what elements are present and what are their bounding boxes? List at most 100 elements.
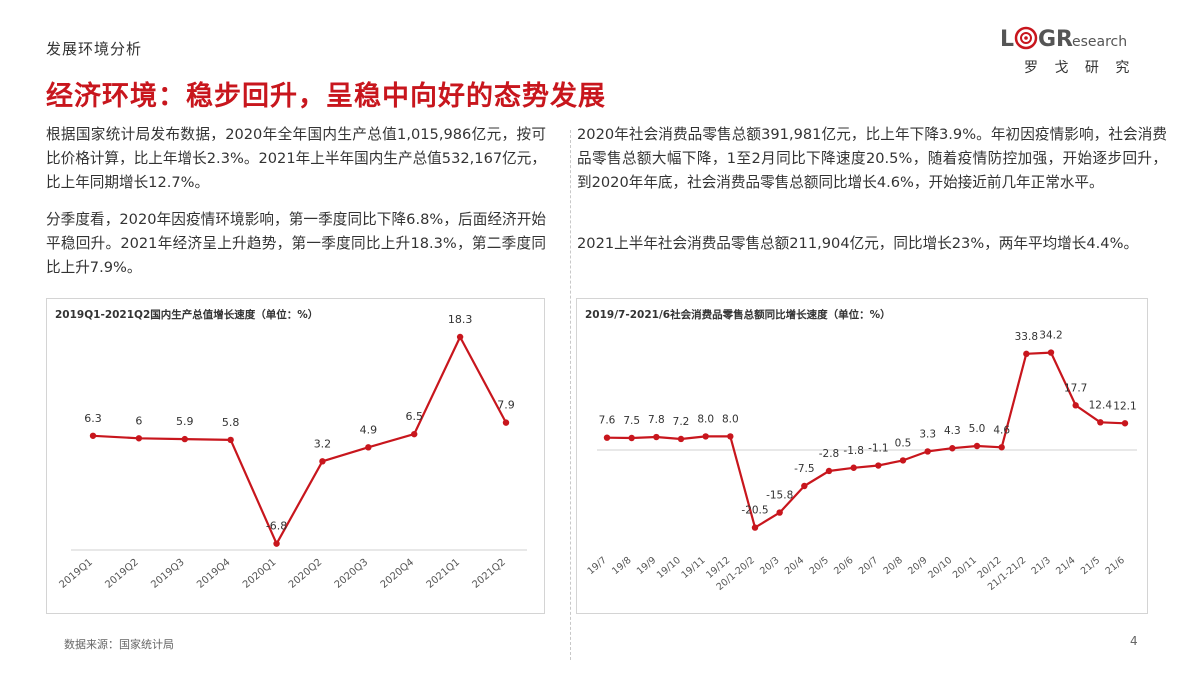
data-label: 5.8 (222, 416, 240, 429)
data-label: -6.8 (266, 520, 287, 533)
data-point (89, 432, 97, 439)
data-point (825, 467, 833, 475)
data-source: 数据来源：国家统计局 (64, 638, 174, 651)
logo-target-icon (1014, 26, 1038, 50)
right-paragraph-1: 2020年社会消费品零售总额391,981亿元，比上年下降3.9%。年初因疫情影… (577, 126, 1167, 191)
x-tick-label: 20/10 (926, 555, 954, 581)
data-label: 3.3 (919, 428, 936, 440)
x-tick-label: 2020Q4 (379, 557, 416, 591)
data-point (776, 509, 783, 516)
x-tick-label: 21/4 (1054, 555, 1077, 577)
x-tick-label: 20/5 (808, 555, 831, 577)
x-tick-label: 2020Q2 (287, 557, 324, 591)
data-label: -7.5 (794, 463, 815, 475)
data-label: 0.5 (895, 437, 912, 449)
data-point (998, 444, 1005, 451)
gdp-chart: 6.3 2019Q1 6 2019Q2 5.9 2019Q3 5.8 2019Q4 -6.8 20… (57, 313, 527, 591)
gdp-chart-title: 2019Q1-2021Q2国内生产总值增长速度（单位：%） (55, 309, 319, 321)
data-point (973, 442, 981, 450)
data-point (603, 434, 611, 441)
x-tick-label: 20/8 (882, 555, 905, 577)
x-tick-label: 2021Q2 (470, 557, 507, 591)
data-point (411, 430, 418, 438)
data-point (949, 445, 956, 452)
series-line (92, 335, 507, 545)
data-label: 7.5 (623, 415, 640, 427)
retail-chart-panel: 2019/7-2021/6社会消费品零售总额同比增长速度（单位：%） 7.6 19… (576, 298, 1148, 614)
data-point (1072, 402, 1079, 409)
section-label: 发展环境分析 (46, 40, 143, 58)
x-tick-label: 21/5 (1079, 555, 1102, 577)
x-tick-label: 2019Q2 (103, 557, 140, 591)
x-tick-label: 2020Q3 (333, 557, 370, 591)
data-point (702, 433, 709, 440)
data-label: 4.3 (944, 425, 961, 437)
data-point (1121, 420, 1129, 427)
retail-chart: 7.619/77.519/87.819/97.219/108.019/118.0… (586, 330, 1137, 593)
data-label: 8.0 (697, 413, 714, 425)
x-tick-label: 20/3 (758, 555, 781, 577)
data-label: 12.1 (1113, 400, 1136, 412)
svg-text:G: G (1038, 27, 1056, 52)
x-tick-label: 2019Q3 (149, 557, 186, 591)
data-label: -15.8 (766, 490, 793, 502)
logo-subtitle: 罗 戈 研 究 (1024, 60, 1135, 76)
data-label: -20.5 (741, 505, 768, 517)
data-label: 4.6 (993, 424, 1010, 436)
data-label: 8.0 (722, 413, 739, 425)
data-point (319, 458, 326, 465)
data-label: 3.2 (314, 437, 332, 450)
data-label: 4.9 (360, 423, 378, 436)
x-tick-label: 19/7 (586, 555, 609, 577)
data-point (1097, 419, 1104, 426)
data-label: 12.4 (1089, 399, 1113, 411)
right-paragraph-2: 2021上半年社会消费品零售总额211,904亿元，同比增长23%，两年平均增长… (577, 235, 1139, 252)
data-point (502, 419, 510, 426)
data-point (227, 436, 234, 444)
x-tick-label: 2019Q4 (195, 557, 232, 591)
data-point (135, 435, 143, 442)
data-label: -1.8 (843, 445, 864, 457)
data-label: 18.3 (448, 313, 473, 326)
x-tick-label: 20/4 (783, 555, 806, 577)
x-tick-label: 20/7 (857, 555, 880, 577)
x-tick-label: 21/3 (1030, 555, 1053, 577)
data-label: 34.2 (1039, 330, 1062, 342)
column-divider (570, 130, 571, 660)
data-label: 33.8 (1015, 331, 1038, 343)
x-tick-label: 2019Q1 (57, 557, 94, 591)
x-tick-label: 20/11 (951, 555, 979, 581)
data-point (1023, 350, 1030, 358)
data-label: -2.8 (819, 448, 840, 460)
page-number: 4 (1130, 634, 1138, 648)
data-label: 6.5 (405, 410, 423, 423)
svg-text:esearch: esearch (1072, 34, 1127, 50)
left-paragraph-2: 分季度看，2020年因疫情环境影响，第一季度同比下降6.8%，后面经济开始平稳回… (46, 211, 546, 276)
data-label: 7.6 (599, 415, 616, 427)
data-point (875, 462, 882, 469)
data-label: 5.9 (176, 415, 194, 428)
data-point (456, 333, 464, 341)
x-tick-label: 20/6 (832, 555, 855, 577)
data-label: 7.8 (648, 414, 665, 426)
data-label: -1.1 (868, 443, 889, 455)
data-point (751, 524, 759, 531)
data-label: 6.3 (84, 412, 102, 425)
data-point (181, 435, 188, 443)
data-label: 7.9 (497, 399, 515, 412)
gdp-chart-panel: 2019Q1-2021Q2国内生产总值增长速度（单位：%） 6.3 2019Q1 6… (46, 298, 545, 614)
data-label: 17.7 (1064, 382, 1087, 394)
data-point (924, 448, 931, 455)
data-point (899, 457, 907, 464)
x-tick-label: 2020Q1 (241, 557, 278, 591)
x-tick-label: 19/10 (655, 555, 683, 581)
svg-text:L: L (1000, 27, 1014, 52)
svg-text:R: R (1056, 27, 1073, 52)
x-tick-label: 21/6 (1104, 555, 1127, 577)
retail-chart-title: 2019/7-2021/6社会消费品零售总额同比增长速度（单位：%） (585, 309, 891, 321)
data-point (850, 464, 857, 471)
series-line (606, 351, 1126, 529)
data-point (677, 435, 685, 443)
data-point (628, 434, 635, 442)
left-paragraph-1: 根据国家统计局发布数据，2020年全年国内生产总值1,015,986亿元，按可比… (46, 126, 546, 191)
